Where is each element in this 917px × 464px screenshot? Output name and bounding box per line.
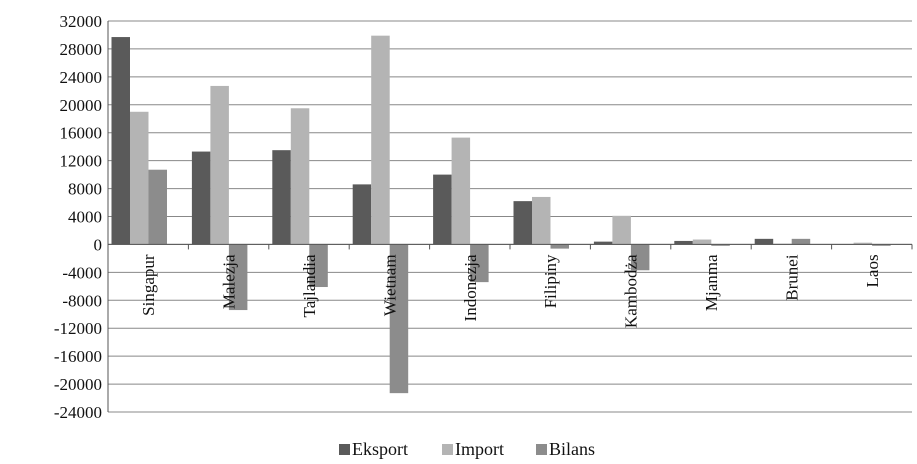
category-label: Mjanma (702, 254, 721, 311)
bar-import (853, 242, 873, 245)
bar-import (451, 137, 471, 245)
bar-bilans (711, 244, 730, 246)
legend-label: Bilans (549, 439, 595, 459)
bar-eksport (272, 150, 291, 245)
category-label: Brunei (782, 254, 801, 301)
legend-swatch (339, 444, 350, 455)
bar-import (612, 215, 631, 245)
bars (111, 35, 891, 394)
bar-eksport (513, 201, 532, 245)
y-tick-label: 16000 (60, 124, 103, 143)
category-label: Wietnam (380, 254, 399, 316)
category-label: Tajlandia (300, 254, 319, 317)
category-label: Kambodża (622, 254, 641, 328)
category-label: Filipiny (541, 254, 560, 308)
bar-bilans (389, 244, 409, 394)
bar-eksport (433, 174, 452, 245)
bar-bilans (309, 244, 328, 288)
bar-import (130, 111, 149, 245)
legend-swatch (442, 444, 453, 455)
bar-import (371, 35, 390, 245)
category-labels: Singapur Malezja Tajlandia Wietnam Indonezja… (139, 254, 882, 328)
y-tick-label: 8000 (68, 180, 102, 199)
category-label: Indonezja (461, 254, 480, 321)
bar-import (692, 239, 712, 245)
bar-eksport (754, 238, 774, 245)
y-tick-label: 0 (94, 235, 103, 254)
y-tick-label: -4000 (62, 263, 102, 282)
y-tick-label: 12000 (60, 152, 103, 171)
y-tick-label: -8000 (62, 291, 102, 310)
y-tick-label: 4000 (68, 208, 102, 227)
bar-bilans (470, 244, 489, 283)
bar-bilans (148, 169, 167, 245)
bar-import (290, 108, 310, 245)
y-tick-labels: 32000 28000 24000 20000 16000 12000 8000 4000 0 -… (54, 12, 102, 422)
y-tick-label: 20000 (60, 96, 103, 115)
bar-eksport (674, 240, 693, 245)
y-tick-label: -24000 (54, 403, 102, 422)
category-label: Malezja (220, 254, 239, 309)
y-tick-label: 32000 (60, 12, 103, 31)
bar-bilans (872, 244, 891, 246)
bar-eksport (191, 151, 211, 245)
bar-eksport (593, 241, 613, 245)
bar-bilans (791, 238, 811, 245)
y-tick-label: 24000 (60, 68, 103, 87)
bar-bilans (630, 244, 650, 271)
axes (107, 21, 913, 412)
category-label: Singapur (139, 254, 158, 316)
y-tick-label: 28000 (60, 40, 103, 59)
y-tick-label: -20000 (54, 375, 102, 394)
bar-import (532, 196, 551, 245)
bar-eksport (352, 184, 372, 245)
legend: Eksport Import Bilans (339, 439, 595, 459)
category-label: Laos (863, 254, 882, 287)
legend-label: Eksport (352, 439, 408, 459)
bar-bilans (228, 244, 248, 311)
y-tick-label: -16000 (54, 347, 102, 366)
y-tick-label: -12000 (54, 319, 102, 338)
legend-swatch (536, 444, 547, 455)
bar-import (210, 85, 229, 245)
bar-bilans (550, 244, 569, 249)
legend-label: Import (455, 439, 504, 459)
bar-eksport (111, 37, 130, 245)
